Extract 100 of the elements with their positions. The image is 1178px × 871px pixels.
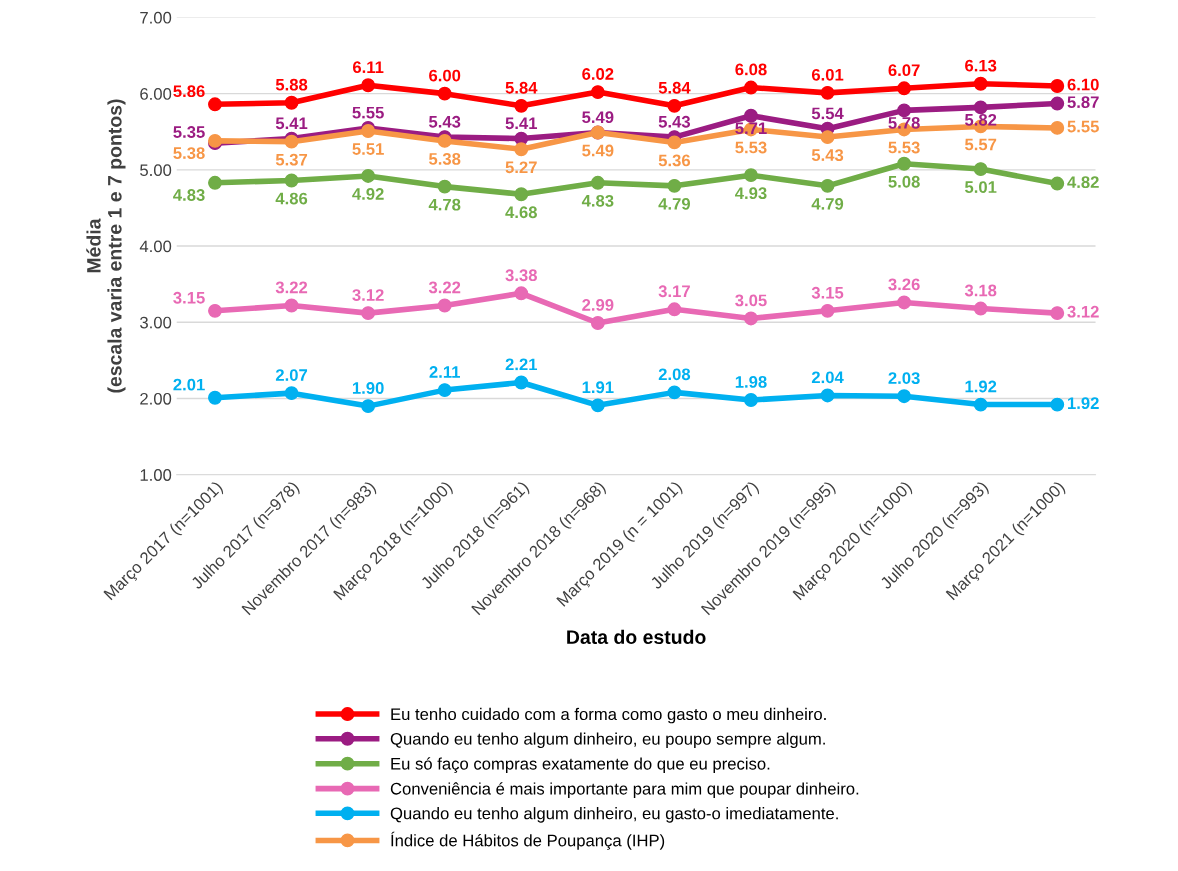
point — [667, 302, 682, 317]
x-axis-title: Data do estudo — [567, 629, 706, 644]
point — [897, 295, 912, 310]
point — [973, 76, 988, 91]
data-label: 4.79 — [658, 197, 691, 210]
point — [284, 298, 299, 313]
point — [437, 179, 452, 194]
point — [973, 162, 988, 177]
point — [208, 97, 222, 112]
point — [897, 389, 912, 404]
point — [897, 81, 912, 96]
point — [437, 298, 452, 313]
data-label: 6.01 — [811, 68, 844, 81]
point — [897, 156, 912, 171]
point — [744, 80, 758, 95]
data-label: 2.99 — [582, 299, 614, 311]
data-label: 4.78 — [428, 198, 461, 211]
data-label: 2.04 — [811, 371, 844, 384]
legend-label: Eu tenho cuidado com a forma como gasto o meu dinheiro. — [391, 707, 826, 724]
point — [590, 316, 605, 330]
point — [820, 130, 835, 145]
data-label: 3.12 — [1067, 305, 1099, 318]
data-label: 4.83 — [581, 194, 614, 207]
data-label: 2.11 — [429, 366, 460, 378]
data-label: 5.57 — [964, 138, 997, 151]
data-label: 5.38 — [428, 153, 461, 165]
point — [590, 175, 605, 190]
data-label: 5.38 — [173, 147, 205, 159]
point — [208, 303, 222, 318]
y-axis-title: Média (escala varia entre 1 e 7 pontos) — [86, 99, 126, 393]
point — [973, 397, 988, 412]
data-label: 2.01 — [173, 378, 205, 391]
legend-label: Quando eu tenho algum dinheiro, eu gasto-o imediatamente. — [390, 807, 838, 823]
point — [514, 286, 529, 301]
data-label: 6.13 — [965, 59, 997, 72]
point — [820, 85, 835, 100]
point — [667, 135, 682, 150]
point — [284, 95, 299, 110]
point — [284, 386, 299, 401]
y-tick-label: 4.00 — [139, 240, 172, 253]
data-label: 5.41 — [275, 117, 308, 130]
point — [208, 390, 222, 405]
point — [361, 399, 376, 414]
point — [1050, 306, 1065, 321]
data-label: 5.36 — [658, 154, 691, 167]
point — [744, 108, 758, 123]
point — [514, 98, 529, 113]
data-label: 5.86 — [173, 85, 205, 98]
data-label: 5.84 — [658, 81, 691, 94]
legend-label: Conveniência é mais importante para mim que poupar dinheiro. — [390, 782, 859, 798]
point — [590, 398, 605, 413]
point — [437, 383, 452, 398]
data-label: 3.05 — [735, 294, 767, 307]
data-label: 5.53 — [735, 141, 767, 154]
data-label: 5.49 — [582, 144, 614, 157]
data-label: 5.08 — [888, 175, 920, 188]
data-label: 5.43 — [811, 149, 844, 162]
point — [284, 173, 299, 188]
data-label: 5.35 — [173, 126, 205, 138]
data-label: 6.02 — [582, 68, 614, 80]
point — [208, 175, 222, 190]
point — [361, 306, 376, 321]
point — [1050, 96, 1065, 111]
data-label: 5.49 — [582, 111, 614, 124]
point — [590, 85, 605, 100]
data-label: 3.15 — [811, 286, 844, 299]
y-tick-label: 1.00 — [140, 469, 172, 481]
point — [667, 178, 682, 193]
data-label: 1.98 — [735, 376, 767, 388]
data-label: 4.92 — [352, 188, 384, 200]
data-label: 3.26 — [888, 278, 920, 291]
data-label: 3.22 — [275, 281, 308, 294]
data-label: 2.08 — [658, 368, 691, 381]
data-label: 4.82 — [1067, 176, 1099, 189]
legend-label: Índice de Hábitos de Poupança (IHP) — [391, 831, 665, 850]
point — [1050, 176, 1065, 191]
point — [514, 187, 529, 202]
point — [973, 301, 988, 316]
data-label: 5.43 — [658, 115, 691, 128]
point — [1050, 120, 1065, 135]
point — [820, 303, 835, 318]
data-label: 5.78 — [888, 116, 920, 129]
data-label: 5.41 — [505, 117, 538, 130]
data-label: 2.03 — [888, 372, 920, 385]
point — [973, 100, 988, 115]
point — [820, 178, 835, 193]
data-label: 6.07 — [888, 64, 920, 77]
data-label: 3.22 — [428, 281, 461, 294]
data-label: 1.92 — [965, 380, 997, 393]
y-tick-label: 3.00 — [140, 316, 172, 329]
point — [744, 393, 758, 407]
point — [514, 375, 529, 390]
data-label: 1.91 — [582, 381, 614, 394]
data-label: 6.00 — [429, 69, 461, 82]
y-tick-label: 2.00 — [140, 392, 172, 405]
point — [667, 98, 682, 113]
data-label: 5.87 — [1067, 96, 1099, 109]
point — [1050, 79, 1065, 93]
data-label: 5.51 — [352, 143, 384, 155]
legend-label: Quando eu tenho algum dinheiro, eu poupo sempre algum. — [390, 732, 825, 749]
